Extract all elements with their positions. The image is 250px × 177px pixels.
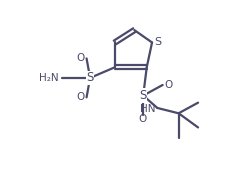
Text: H₂N: H₂N	[39, 73, 59, 83]
Text: S: S	[139, 89, 146, 102]
Text: S: S	[154, 37, 161, 47]
Text: O: O	[164, 80, 172, 90]
Text: HN: HN	[140, 104, 155, 114]
Text: O: O	[76, 92, 85, 102]
Text: O: O	[138, 115, 146, 124]
Text: S: S	[86, 71, 94, 84]
Text: O: O	[76, 53, 85, 63]
